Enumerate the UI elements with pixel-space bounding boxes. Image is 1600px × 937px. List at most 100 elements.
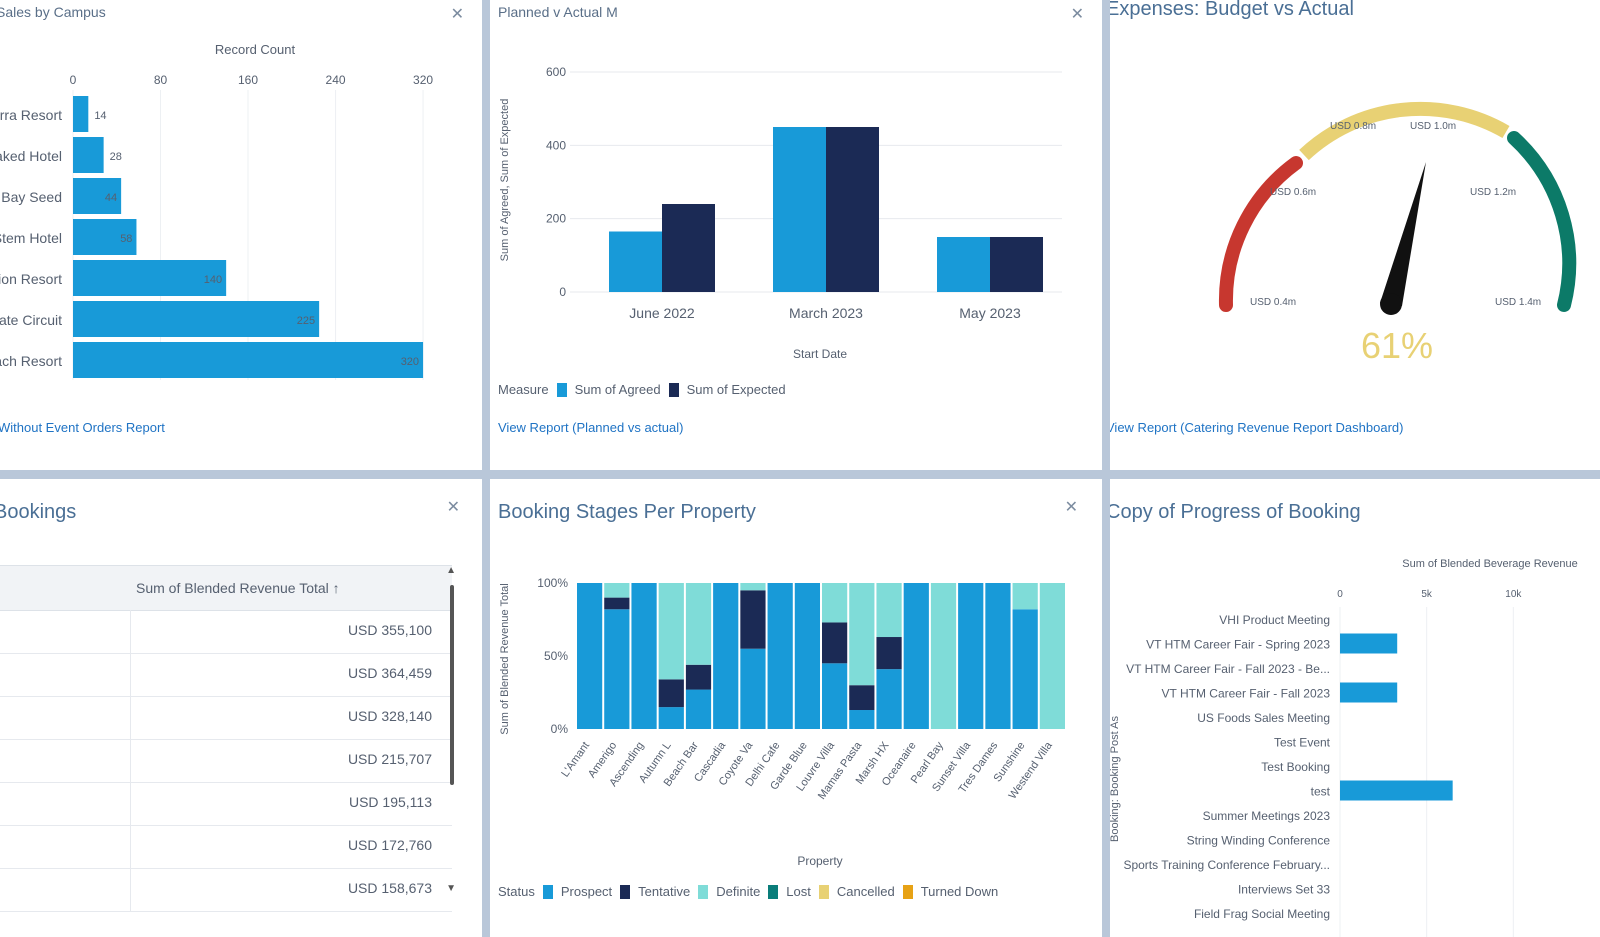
category-label: Field Frag Social Meeting	[1194, 907, 1330, 921]
y-axis-label: Sum of Blended Revenue Total	[499, 583, 511, 734]
report-link[interactable]: Without Event Orders Report	[0, 420, 165, 435]
stacked-segment	[876, 583, 902, 638]
bar	[990, 237, 1043, 292]
stacked-segment	[740, 583, 766, 591]
gauge-chart: USD 0.4m USD 0.6m USD 0.8m USD 1.0m USD …	[1218, 101, 1577, 366]
table-row[interactable]: USD 364,459	[0, 653, 452, 697]
panel-title: Booking Stages Per Property	[498, 501, 756, 523]
gauge-band-green	[1507, 131, 1577, 312]
x-tick-label: 240	[326, 73, 346, 87]
bar	[73, 178, 122, 214]
table-row[interactable]: USD 328,140	[0, 696, 452, 740]
table-row[interactable]: USD 195,113	[0, 782, 452, 826]
stacked-segment	[685, 689, 712, 729]
table-header: Sum of Blended Revenue Total ↑	[0, 565, 452, 611]
bar	[1340, 633, 1398, 654]
stacked-segment	[903, 583, 929, 729]
bar	[73, 96, 89, 132]
data-label: 28	[110, 151, 122, 163]
legend-swatch	[620, 884, 631, 899]
panel-title: Planned v Actual M	[498, 4, 618, 20]
y-axis-label: Sum of Agreed, Sum of Expected	[499, 99, 511, 262]
gauge-tick: USD 0.6m	[1270, 187, 1316, 198]
scroll-down-icon[interactable]: ▼	[446, 883, 456, 894]
revenue-cell: USD 195,113	[348, 794, 432, 810]
close-icon[interactable]: ✕	[446, 499, 460, 516]
table-row[interactable]: USD 172,760	[0, 825, 452, 869]
x-tick-label: May 2023	[959, 305, 1021, 321]
category-label: Sports Training Conference February...	[1123, 858, 1330, 872]
y-tick-label: 600	[546, 65, 566, 79]
stacked-segment	[958, 583, 984, 729]
gauge-percent: 61%	[1361, 325, 1433, 366]
campus-bar-chart: Record Count 0 80 160 240 320 Sierra Resort 14 B…	[0, 42, 433, 380]
column-separator	[130, 825, 131, 868]
y-tick-label: 0	[559, 285, 566, 299]
category-label: Summer Meetings 2023	[1203, 809, 1331, 823]
close-icon[interactable]: ✕	[1070, 6, 1084, 23]
legend-swatch	[902, 884, 913, 899]
data-label: 225	[297, 315, 315, 327]
table-row[interactable]: USD 158,673	[0, 868, 452, 912]
close-icon[interactable]: ✕	[450, 6, 464, 23]
gauge-band-red	[1218, 156, 1303, 312]
table-row[interactable]: USD 215,707	[0, 739, 452, 783]
category-label: Stem Hotel	[0, 230, 62, 246]
gauge-needle	[1380, 162, 1426, 306]
stacked-segment	[685, 664, 712, 690]
gauge-tick: USD 0.8m	[1330, 121, 1376, 132]
stacked-segment	[849, 685, 875, 711]
legend-item: Prospect	[560, 884, 613, 899]
legend-item-agreed: Sum of Agreed	[574, 382, 661, 397]
panel-expenses-gauge: Expenses: Budget vs Actual USD 0.4m USD …	[1110, 0, 1600, 470]
bar	[662, 204, 715, 292]
legend-item-expected: Sum of Expected	[686, 382, 786, 397]
revenue-cell: USD 364,459	[347, 665, 432, 681]
stacked-segment	[822, 622, 848, 664]
revenue-cell: USD 215,707	[347, 751, 432, 767]
bar	[73, 301, 320, 337]
panel-bookings-table: Bookings ✕ Sum of Blended Revenue Total …	[0, 479, 482, 937]
gauge-tick: USD 1.0m	[1410, 121, 1456, 132]
gauge-tick: USD 1.2m	[1470, 187, 1516, 198]
category-label: Sierra Resort	[0, 107, 62, 123]
legend-item: Cancelled	[836, 884, 895, 899]
table-row[interactable]: USD 355,100	[0, 610, 452, 654]
category-label: Test Booking	[1261, 760, 1330, 774]
close-icon[interactable]: ✕	[1064, 499, 1078, 516]
report-link[interactable]: View Report (Catering Revenue Report Das…	[1110, 420, 1404, 435]
stacked-segment	[604, 597, 630, 610]
column-separator	[130, 782, 131, 825]
data-label: 44	[105, 192, 117, 204]
bar	[773, 127, 826, 292]
stacked-segment	[604, 609, 630, 729]
bar	[609, 231, 662, 292]
gauge-hub	[1380, 293, 1402, 315]
stacked-segment	[930, 583, 957, 729]
y-tick-label: 200	[546, 212, 566, 226]
planned-column-chart: 0 200 400 600 Sum of Agreed, Sum of Expected…	[499, 65, 1062, 361]
report-link[interactable]: View Report (Planned vs actual)	[498, 420, 684, 435]
legend-title: Status	[498, 884, 535, 899]
y-axis-label: Booking: Booking Post As	[1110, 716, 1121, 842]
legend-swatch	[542, 884, 553, 899]
stacked-segment	[794, 583, 820, 729]
category-label: String Winding Conference	[1187, 834, 1331, 848]
bar	[1340, 682, 1398, 703]
y-tick-label: 0%	[551, 722, 569, 736]
scrollbar-thumb[interactable]	[450, 585, 454, 785]
category-label: State Circuit	[0, 312, 62, 328]
stacked-segment	[1039, 583, 1065, 729]
x-axis-label: Sum of Blended Beverage Revenue	[1402, 558, 1578, 570]
x-axis-label: Start Date	[793, 347, 847, 361]
legend-item: Lost	[786, 884, 811, 899]
column-separator	[130, 696, 131, 739]
y-tick-label: 100%	[537, 576, 568, 590]
column-separator	[130, 739, 131, 782]
column-header-revenue[interactable]: Sum of Blended Revenue Total ↑	[136, 580, 340, 596]
scroll-up-icon[interactable]: ▲	[446, 565, 456, 576]
panel-title: Expenses: Budget vs Actual	[1110, 0, 1354, 20]
panel-title: Copy of Progress of Booking	[1110, 501, 1361, 523]
stacked-segment	[604, 583, 630, 598]
category-label: Interviews Set 33	[1238, 883, 1330, 897]
